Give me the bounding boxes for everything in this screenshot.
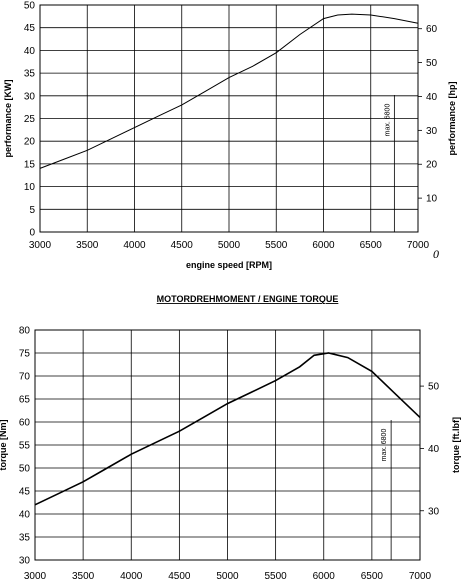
series-line [39,13,419,169]
torque-chart: 30 35 40 45 50 55 60 65 70 75 80 3000 3500 4000 4500 50… [0,294,461,582]
x-tick-label: 3000 [29,240,52,251]
y-tick-label: 50 [19,464,31,475]
y-axis-label: performance [KW] [3,79,13,157]
y-right-tick-label: 40 [426,92,438,103]
x-tick-label: 5500 [265,571,288,582]
y-tick-label: 10 [24,182,36,193]
y-tick-label: 25 [24,114,36,125]
y-tick-label: 0 [29,228,35,239]
y-right-tick-label: 50 [428,382,440,393]
y-tick-label: 60 [19,418,31,429]
stray-mark: 0 [433,247,439,261]
x-tick-label: 4000 [123,240,146,251]
x-tick-label: 4500 [168,571,191,582]
x-tick-label: 6000 [312,240,335,251]
y-tick-label: 65 [19,395,31,406]
x-tick-label: 5000 [218,240,241,251]
y-right-tick-label: 20 [426,160,438,171]
x-tick-label: 3000 [24,571,47,582]
y-tick-label: 80 [19,326,31,337]
x-axis-label: engine speed [RPM] [186,260,272,270]
y-right-tick-label: 40 [428,444,440,455]
chart-title: MOTORDREHMOMENT / ENGINE TORQUE [157,294,339,304]
max-rpm-label: max. 6800 [384,104,391,137]
y-right-tick-label: 30 [428,506,440,517]
y-tick-label: 35 [24,69,36,80]
y-right-axis-label: performance [hp] [447,81,457,155]
x-tick-label: 4500 [171,240,194,251]
y-tick-label: 50 [24,1,36,12]
y-tick-label: 30 [24,91,36,102]
x-tick-label: 6500 [361,571,384,582]
x-tick-label: 5500 [265,240,288,251]
y-tick-label: 35 [19,533,31,544]
y-axis-label: torque [Nm] [0,420,8,471]
y-tick-label: 20 [24,137,36,148]
x-tick-label: 6500 [360,240,383,251]
x-tick-label: 3500 [76,240,99,251]
x-tick-label: 7000 [407,240,430,251]
y-right-axis-label: torque [ft.lbf] [451,417,461,473]
y-right-tick-label: 60 [426,24,438,35]
y-tick-label: 45 [24,23,36,34]
y-tick-label: 15 [24,159,36,170]
y-tick-label: 40 [19,510,31,521]
y-right-tick-label: 30 [426,126,438,137]
x-tick-label: 6000 [313,571,336,582]
x-tick-label: 7000 [409,571,432,582]
y-right-tick-label: 50 [426,58,438,69]
y-tick-label: 70 [19,372,31,383]
y-tick-label: 75 [19,349,31,360]
y-tick-label: 45 [19,487,31,498]
y-tick-label: 40 [24,46,36,57]
x-tick-label: 4000 [120,571,143,582]
max-rpm-label: max. 6800 [381,429,388,462]
series-line [34,352,421,506]
performance-chart: 0 5 10 15 20 25 30 35 40 45 50 3000 3500 4000 4500 5000… [3,1,457,271]
x-tick-label: 3500 [72,571,95,582]
y-right-tick-label: 10 [426,194,438,205]
y-tick-label: 30 [19,556,31,567]
y-tick-label: 5 [29,205,35,216]
x-tick-label: 5000 [216,571,239,582]
y-tick-label: 55 [19,441,31,452]
